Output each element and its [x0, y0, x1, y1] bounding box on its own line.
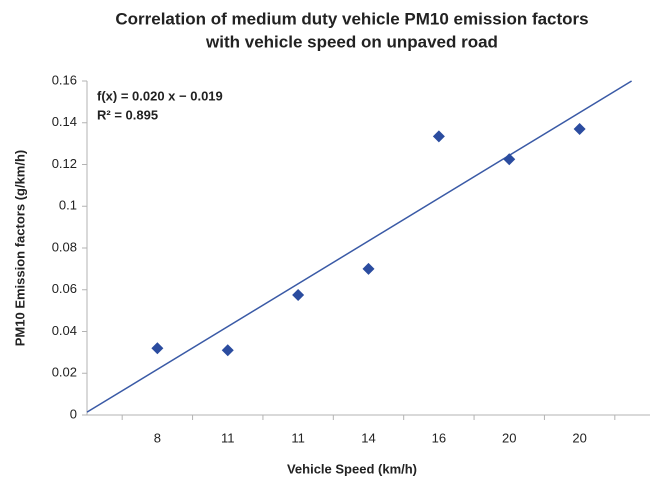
y-tick-label: 0.02: [52, 365, 77, 380]
x-axis-title: Vehicle Speed (km/h): [287, 461, 417, 476]
trendline-equation: f(x) = 0.020 x − 0.019: [97, 88, 223, 103]
data-point: [151, 342, 164, 355]
x-tick-label: 20: [572, 430, 586, 445]
y-tick-label: 0.06: [52, 281, 77, 296]
chart-title: with vehicle speed on unpaved road: [205, 32, 498, 51]
x-tick-label: 20: [502, 430, 516, 445]
r-squared: R² = 0.895: [97, 107, 158, 122]
y-tick-label: 0.16: [52, 72, 77, 87]
chart-title: Correlation of medium duty vehicle PM10 …: [115, 9, 588, 28]
y-axis-title: PM10 Emission factors (g/km/h): [12, 150, 27, 347]
data-point: [432, 130, 445, 143]
data-point: [573, 123, 586, 136]
data-point: [221, 344, 234, 357]
x-tick-label: 11: [291, 430, 305, 445]
data-point: [503, 153, 516, 166]
x-tick-label: 16: [432, 430, 446, 445]
y-tick-label: 0.14: [52, 114, 77, 129]
y-tick-label: 0: [70, 406, 77, 421]
x-tick-label: 8: [154, 430, 161, 445]
data-point: [362, 262, 375, 275]
x-tick-label: 11: [221, 430, 235, 445]
x-tick-label: 14: [361, 430, 375, 445]
y-tick-label: 0.1: [59, 198, 77, 213]
y-tick-label: 0.08: [52, 239, 77, 254]
data-point: [292, 288, 305, 301]
trendline: [86, 80, 632, 413]
y-tick-label: 0.12: [52, 156, 77, 171]
y-tick-label: 0.04: [52, 323, 77, 338]
